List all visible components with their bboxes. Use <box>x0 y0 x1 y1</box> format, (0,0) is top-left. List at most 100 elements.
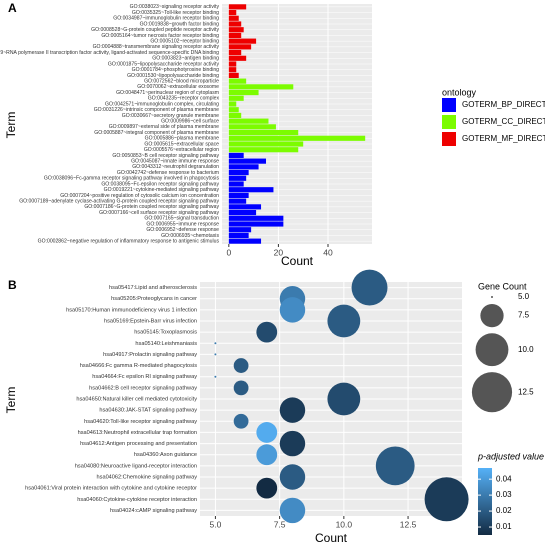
size-legend-label: 12.5 <box>518 387 534 396</box>
color-legend-label: 0.01 <box>496 522 512 531</box>
y-tick-label: hsa04024:cAMP signaling pathway <box>110 508 197 514</box>
y-tick-label: GO:0034987~immunoglobulin receptor bindi… <box>113 16 219 22</box>
bar <box>228 44 252 50</box>
bar <box>228 141 304 147</box>
bar <box>228 164 259 170</box>
y-tick-label: GO:0001530~lipopolysaccharide binding <box>127 73 219 79</box>
y-tick-label: GO:0007166~cell surface receptor signali… <box>99 210 219 216</box>
bar <box>228 61 237 67</box>
legend-label: GOTERM_CC_DIRECT <box>462 117 545 126</box>
x-tick-label: 5.0 <box>209 519 221 529</box>
size-legend-key <box>471 372 513 413</box>
y-tick-label: GO:0030667~secretory granule membrane <box>122 113 219 119</box>
panel-label: A <box>8 1 17 15</box>
y-tick-label: GO:0048471~perinuclear region of cytopla… <box>116 90 219 96</box>
y-tick-label: hsa05169:Epstein-Barr virus infection <box>104 318 197 324</box>
y-tick-label: GO:0031226~intrinsic component of plasma… <box>94 107 219 113</box>
dot <box>424 477 469 522</box>
bar <box>228 55 247 61</box>
y-tick-label: GO:0042742~defense response to bacterium <box>117 170 219 176</box>
y-axis-title: Term <box>4 387 18 414</box>
dot <box>375 446 415 486</box>
dot <box>256 321 278 343</box>
y-tick-label: hsa04630:JAK-STAT signaling pathway <box>99 408 197 414</box>
y-tick-label: GO:0038023~signaling receptor activity <box>130 4 220 10</box>
size-legend-label: 10.0 <box>518 345 534 354</box>
dot <box>256 444 278 466</box>
y-tick-label: hsa05417:Lipid and atherosclerosis <box>109 285 197 291</box>
x-tick-label: 7.5 <box>274 519 286 529</box>
dot <box>233 380 249 396</box>
x-axis-title: Count <box>281 254 314 268</box>
bar <box>228 152 244 158</box>
y-tick-label: hsa04360:Axon guidance <box>134 452 197 458</box>
bar <box>228 21 242 27</box>
y-tick-label: GO:0002862~negative regulation of inflam… <box>38 238 220 244</box>
size-legend-key <box>480 304 504 328</box>
y-tick-label: GO:0003823~antigen binding <box>152 56 219 62</box>
y-tick-label: GO:0005102~receptor binding <box>150 38 219 44</box>
y-tick-label: hsa04062:Chemokine signaling pathway <box>97 474 198 480</box>
y-tick-label: GO:0009897~external side of plasma membr… <box>109 124 219 130</box>
dot <box>279 297 306 323</box>
color-bar <box>478 468 492 535</box>
bar <box>228 67 237 73</box>
y-tick-label: GO:0001875~lipopolysaccharide receptor a… <box>108 61 220 67</box>
size-legend-title: Gene Count <box>478 281 527 291</box>
y-tick-label: GO:0070062~extracellular exosome <box>137 84 219 90</box>
dot <box>279 397 306 423</box>
y-tick-label: GO:0072562~blood microparticle <box>144 78 219 84</box>
bar <box>228 124 276 130</box>
y-tick-label: GO:0042571~immunoglobulin complex, circu… <box>105 101 219 107</box>
y-tick-label: hsa04650:Natural killer cell mediated cy… <box>76 396 197 402</box>
bar <box>228 210 257 216</box>
x-tick-label: 40 <box>323 247 333 257</box>
dot <box>256 422 278 443</box>
bar <box>228 27 244 33</box>
bar <box>228 215 284 221</box>
bar <box>228 238 262 244</box>
color-legend-label: 0.02 <box>496 506 512 515</box>
bar <box>228 4 247 10</box>
bar <box>228 15 239 21</box>
bar <box>228 72 239 78</box>
y-tick-label: GO:0035325~Toll-like receptor binding <box>132 10 219 16</box>
dot <box>214 353 217 356</box>
y-tick-label: GO:0004888~transmembrane signaling recep… <box>93 44 220 50</box>
bar <box>228 112 242 118</box>
y-tick-label: hsa04612:Antigen processing and presenta… <box>80 441 197 447</box>
bar <box>228 135 366 141</box>
bar <box>228 101 237 107</box>
dot <box>256 477 278 499</box>
y-tick-label: GO:0007165~signal transduction <box>144 216 219 222</box>
y-tick-label: GO:0019838~growth factor binding <box>140 21 220 27</box>
y-tick-label: GO:0005576~extracellular region <box>144 147 219 153</box>
bar <box>228 170 249 176</box>
color-legend-label: 0.04 <box>496 474 512 483</box>
y-tick-label: GO:0007186~G-protein coupled receptor si… <box>84 204 219 210</box>
y-tick-label: hsa04613:Neutrophil extracellular trap f… <box>78 430 197 436</box>
y-tick-label: GO:0038096~Fc-gamma receptor signaling p… <box>44 176 220 182</box>
panel-label: B <box>8 278 17 292</box>
x-tick-label: 12.5 <box>400 519 417 529</box>
y-tick-label: GO:0009986~cell surface <box>161 118 219 124</box>
y-tick-label: GO:0005615~extracellular space <box>144 141 219 147</box>
dot <box>233 413 249 429</box>
dot <box>214 342 217 345</box>
bar <box>228 147 299 153</box>
y-tick-label: GO:0050853~B cell receptor signaling pat… <box>112 153 219 159</box>
y-tick-label: hsa05140:Leishmaniasis <box>135 341 197 347</box>
y-tick-label: GO:0001784~phosphotyrosine binding <box>132 67 220 73</box>
bar <box>228 78 247 84</box>
dot <box>279 430 306 457</box>
dot <box>279 497 306 524</box>
bar <box>228 50 242 56</box>
dot <box>327 382 361 416</box>
bar <box>228 95 244 101</box>
bar <box>228 38 257 44</box>
legend-label: GOTERM_MF_DIRECT <box>462 134 545 143</box>
dot <box>279 464 306 490</box>
dot <box>233 358 249 373</box>
y-tick-label: GO:0043235~receptor complex <box>148 96 220 102</box>
